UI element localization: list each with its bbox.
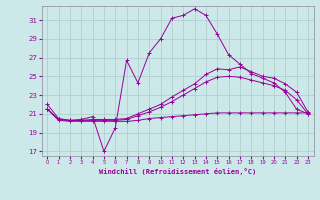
X-axis label: Windchill (Refroidissement éolien,°C): Windchill (Refroidissement éolien,°C): [99, 168, 256, 175]
